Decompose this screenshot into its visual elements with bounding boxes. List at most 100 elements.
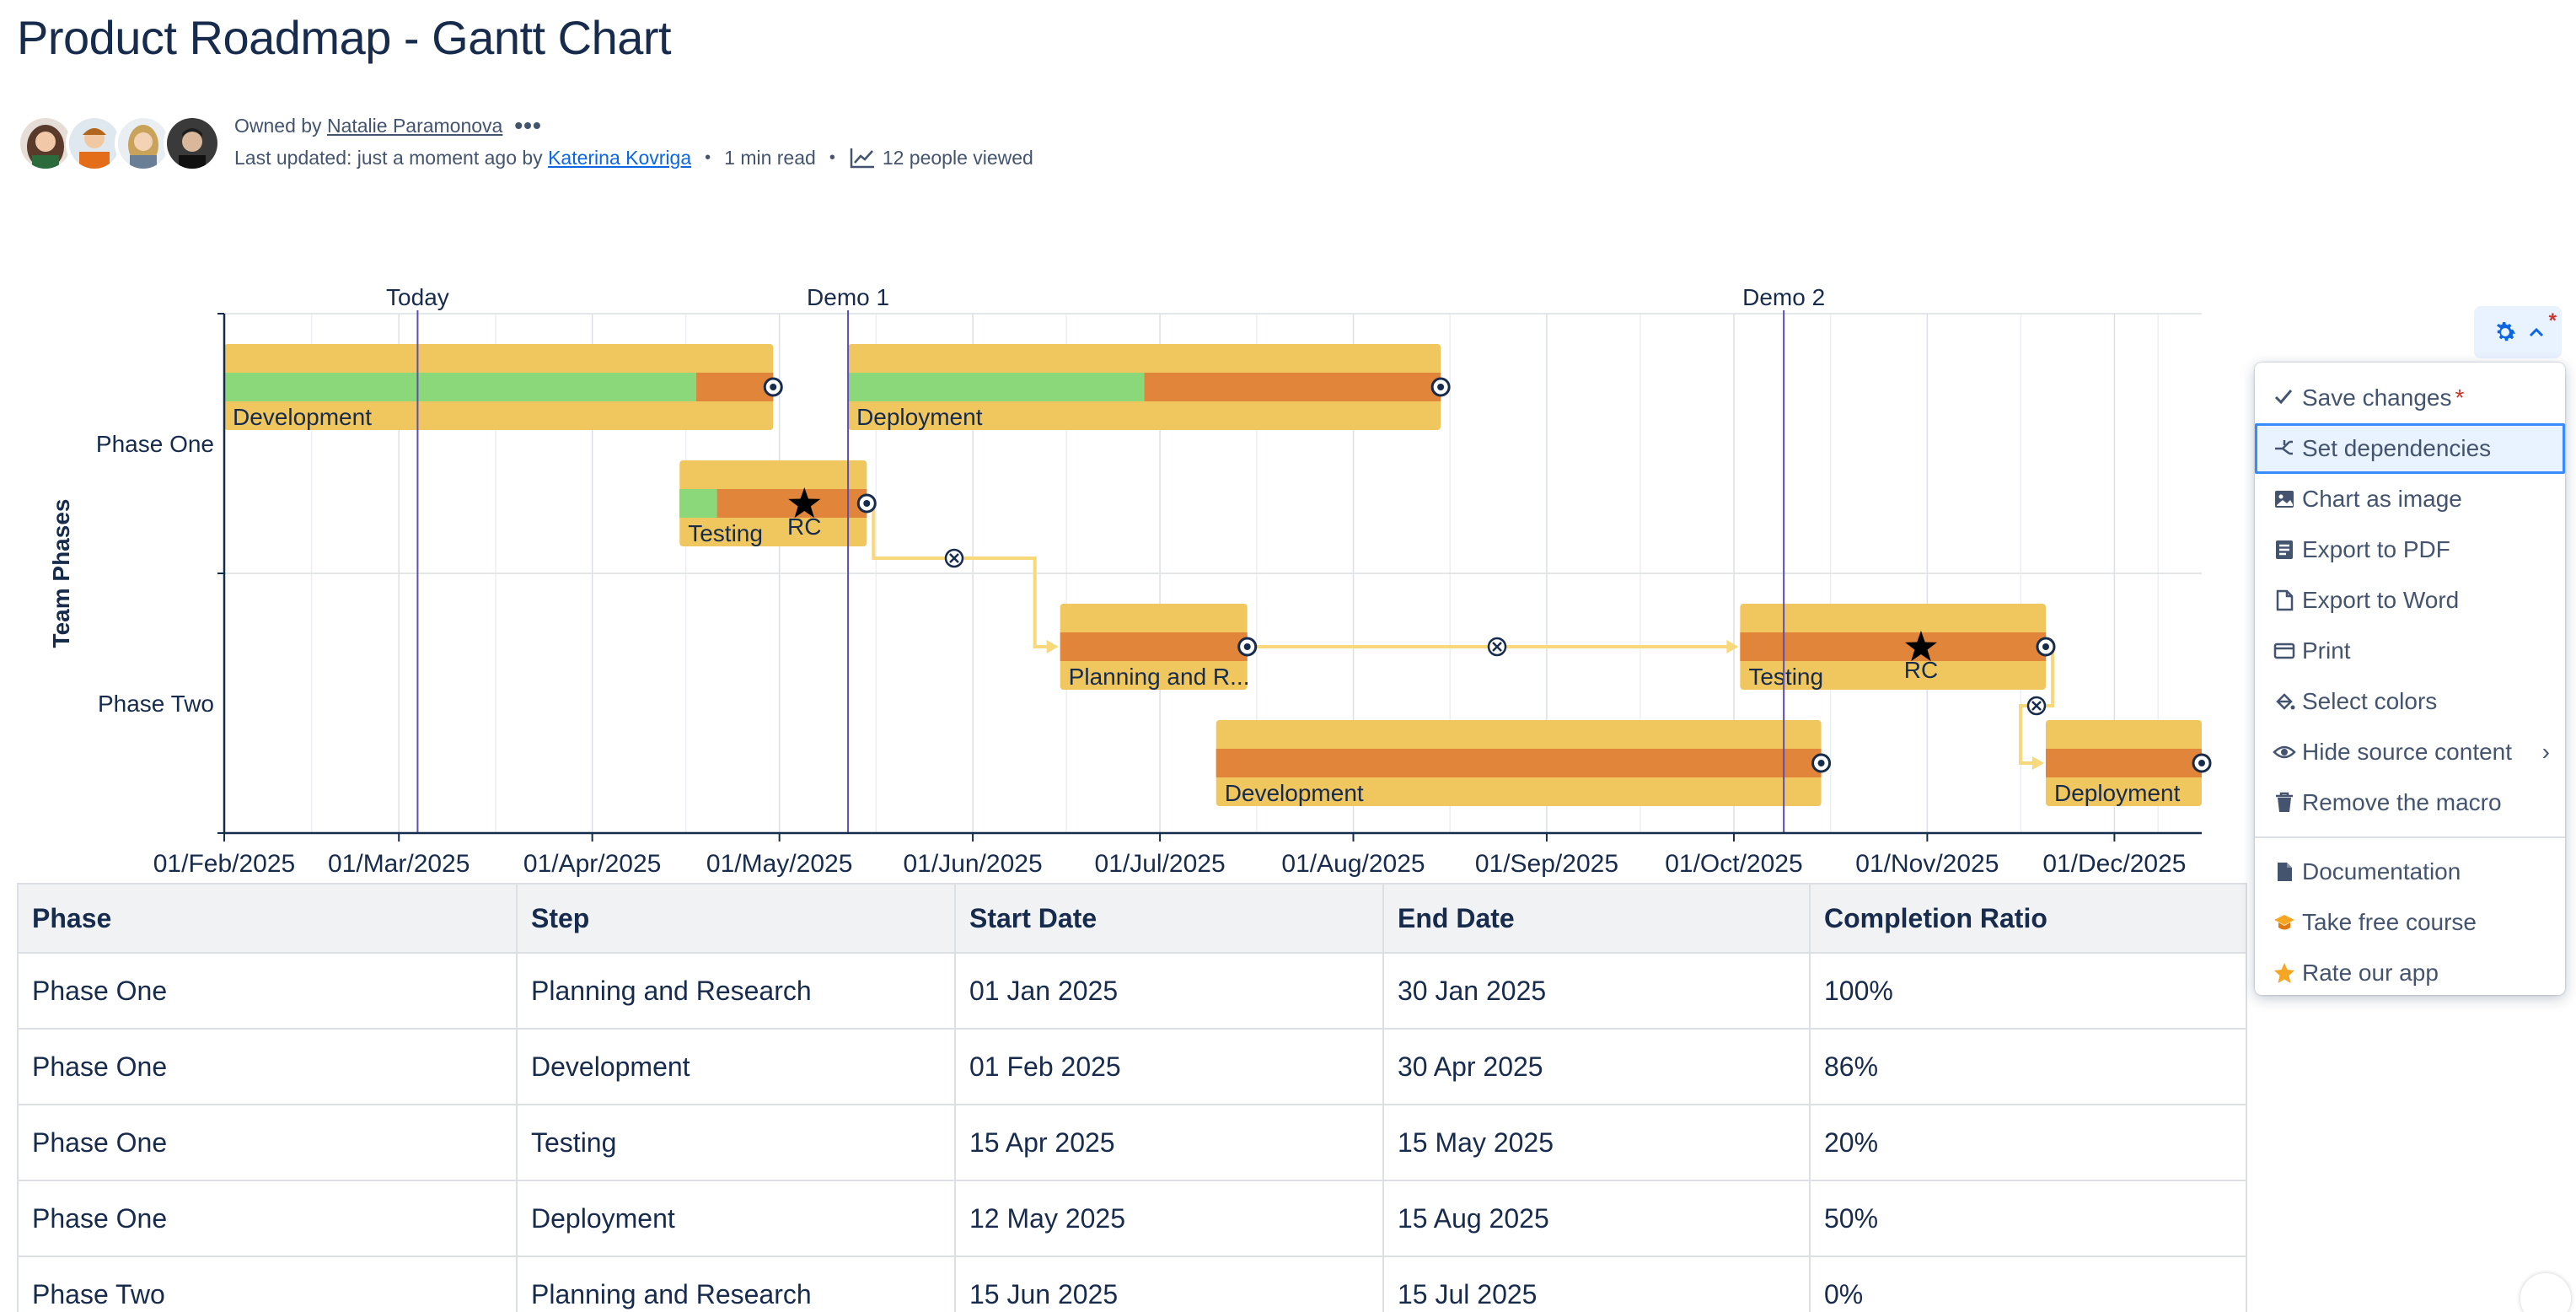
remove-dependency-cross — [2031, 701, 2042, 711]
menu-item-select-colors[interactable]: Select colors — [2255, 676, 2565, 727]
task-bar-progress — [224, 373, 697, 401]
pdf-icon — [2272, 537, 2297, 562]
menu-item-label: Remove the macro — [2302, 789, 2502, 815]
avatar[interactable] — [17, 115, 74, 172]
avatar[interactable] — [115, 115, 172, 172]
macro-settings-button[interactable]: * — [2474, 306, 2562, 358]
updater-link[interactable]: Katerina Kovriga — [548, 147, 692, 169]
task-bar-progress — [679, 489, 717, 518]
remove-dependency-icon — [2026, 696, 2047, 716]
table-cell: Planning and Research — [516, 952, 956, 1030]
menu-item-label: Set dependencies — [2302, 435, 2492, 461]
feedback-widget-icon[interactable] — [2520, 1273, 2571, 1312]
dependency-arrowhead — [1726, 640, 1739, 653]
x-tick-label: 01/Jun/2025 — [903, 850, 1042, 878]
table-cell: 01 Jan 2025 — [954, 952, 1384, 1030]
x-tick-label: 01/Nov/2025 — [1855, 850, 1999, 878]
table-cell: Phase One — [17, 1180, 518, 1257]
updated-line: Last updated: just a moment ago by Kater… — [234, 142, 1246, 174]
x-tick-label: 01/Apr/2025 — [523, 850, 661, 878]
task-bar-label: Deployment — [856, 404, 983, 430]
gear-icon — [2496, 321, 2516, 341]
table-cell: Deployment — [516, 1180, 956, 1257]
owner-link[interactable]: Natalie Paramonova — [326, 115, 503, 137]
page-meta: Owned by Natalie Paramonova ••• Last upd… — [234, 110, 1246, 174]
menu-item-chart-as-image[interactable]: Chart as image — [2255, 474, 2565, 524]
table-cell: 30 Apr 2025 — [1382, 1028, 1811, 1105]
milestone-star-icon — [1904, 631, 1937, 662]
task-bar-progress — [848, 373, 1145, 401]
table-cell: 15 May 2025 — [1382, 1104, 1811, 1181]
separator-dot: • — [705, 148, 711, 167]
table-cell: Phase One — [17, 952, 518, 1030]
menu-item-export-to-pdf[interactable]: Export to PDF — [2255, 524, 2565, 575]
menu-item-documentation[interactable]: Documentation — [2255, 847, 2565, 897]
table-cell: Development — [516, 1028, 956, 1105]
gantt-task-bar: Planning and R... — [1060, 604, 1258, 690]
task-bar-label: Development — [1225, 780, 1364, 806]
menu-item-set-dependencies[interactable]: Set dependencies — [2255, 423, 2565, 474]
table-cell: 20% — [1809, 1104, 2247, 1181]
analytics-icon[interactable] — [849, 146, 876, 169]
gantt-chart: Development Deployment Testing RC Planning a… — [48, 284, 2212, 878]
marker-line-label: Demo 1 — [807, 284, 889, 310]
table-cell: Testing — [516, 1104, 956, 1181]
x-tick-label: 01/Aug/2025 — [1281, 850, 1425, 878]
read-time: 1 min read — [724, 147, 816, 169]
avatar[interactable] — [164, 115, 221, 172]
column-header: Phase — [17, 883, 518, 954]
x-tick-label: 01/Feb/2025 — [153, 850, 295, 878]
task-bar-label: Planning and R... — [1069, 664, 1250, 690]
menu-item-export-to-word[interactable]: Export to Word — [2255, 575, 2565, 626]
chevron-right-icon: › — [2541, 739, 2550, 765]
last-updated-label: Last updated: just a moment ago by — [234, 147, 543, 169]
task-end-handle-dot — [863, 500, 871, 507]
marker-line-label: Today — [386, 284, 449, 310]
menu-item-rate-our-app[interactable]: Rate our app — [2255, 948, 2565, 998]
gantt-task-bar: Testing RC — [1740, 604, 2056, 690]
phase-data-table: Phase Step Start Date End Date Completion Ra… — [17, 883, 2247, 1312]
page-title: Product Roadmap - Gantt Chart — [17, 11, 672, 64]
menu-item-label: Save changes — [2302, 384, 2452, 411]
table-cell: 15 Apr 2025 — [954, 1104, 1384, 1181]
print-icon — [2272, 638, 2297, 664]
menu-item-label: Export to Word — [2302, 587, 2460, 613]
table-cell: 15 Aug 2025 — [1382, 1180, 1811, 1257]
gantt-task-bar: Testing RC — [679, 460, 877, 546]
separator-dot: • — [829, 148, 835, 167]
gantt-task-bar: Deployment — [848, 344, 1451, 430]
task-bar-label: Testing — [688, 520, 763, 546]
menu-item-print[interactable]: Print — [2255, 626, 2565, 676]
column-header: Start Date — [954, 883, 1384, 954]
table-cell: Phase One — [17, 1104, 518, 1181]
table-cell: Phase Two — [17, 1256, 518, 1312]
unsaved-indicator: * — [2455, 384, 2465, 411]
table-row: Phase One Deployment 12 May 2025 15 Aug 202… — [17, 1180, 2247, 1257]
remove-dependency-cross — [1492, 642, 1502, 652]
table-cell: 30 Jan 2025 — [1382, 952, 1811, 1030]
menu-item-remove-the-macro[interactable]: Remove the macro — [2255, 777, 2565, 828]
x-tick-label: 01/Oct/2025 — [1665, 850, 1802, 878]
column-header: Step — [516, 883, 956, 954]
menu-item-hide-source-content[interactable]: Hide source content › — [2255, 727, 2565, 777]
menu-item-label: Select colors — [2302, 688, 2438, 714]
menu-item-save-changes[interactable]: Save changes * — [2255, 373, 2565, 423]
views-count[interactable]: 12 people viewed — [882, 147, 1033, 169]
dependency-arrowhead — [2031, 756, 2044, 770]
paint-icon — [2272, 689, 2297, 714]
contributor-avatars[interactable] — [17, 115, 228, 174]
graduation-cap-icon — [2272, 910, 2297, 935]
task-end-handle-dot — [2042, 643, 2049, 650]
menu-divider — [2255, 836, 2565, 838]
table-cell: 12 May 2025 — [954, 1180, 1384, 1257]
y-axis-title: Team Phases — [48, 499, 74, 648]
dependency-connector — [872, 503, 1054, 648]
owned-by-label: Owned by — [234, 115, 322, 137]
milestone-star-icon — [788, 487, 821, 519]
task-bar-remaining — [1740, 632, 2046, 661]
dependencies-icon — [2272, 436, 2297, 461]
more-actions-icon[interactable]: ••• — [514, 112, 542, 138]
menu-item-take-free-course[interactable]: Take free course — [2255, 897, 2565, 948]
task-end-handle-dot — [1817, 760, 1825, 766]
y-category-label: Phase One — [96, 431, 214, 457]
